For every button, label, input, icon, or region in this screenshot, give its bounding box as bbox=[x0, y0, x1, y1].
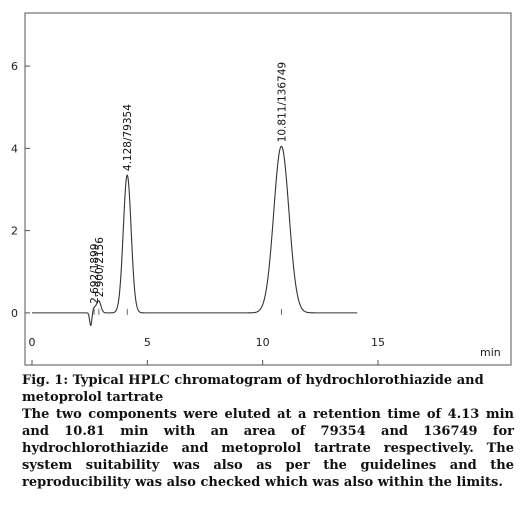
chromatogram-chart: 0 2 4 6 0 5 10 15 2.692/1899 2.900/2156 4.128/79… bbox=[11, 12, 512, 366]
y-tick-label: 0 bbox=[11, 307, 18, 320]
x-axis-unit-label: min bbox=[480, 346, 501, 359]
x-tick-label: 15 bbox=[371, 336, 385, 349]
y-tick-label: 2 bbox=[11, 225, 18, 238]
peak-label: 10.811/136749 bbox=[276, 62, 288, 142]
y-tick-label: 4 bbox=[11, 142, 18, 155]
x-tick-label: 10 bbox=[256, 336, 270, 349]
plot-frame bbox=[24, 12, 512, 366]
y-axis: 0 2 4 6 bbox=[11, 60, 30, 320]
figure-title: Fig. 1: Typical HPLC chromatogram of hyd… bbox=[22, 373, 484, 405]
peak-label: 2.900/2156 bbox=[94, 237, 106, 298]
peak-label: 4.128/79354 bbox=[122, 104, 134, 171]
x-tick-label: 5 bbox=[144, 336, 151, 349]
figure-description: The two components were eluted at a rete… bbox=[22, 407, 514, 490]
y-tick-label: 6 bbox=[11, 60, 18, 73]
figure-caption: Fig. 1: Typical HPLC chromatogram of hyd… bbox=[22, 372, 514, 491]
x-tick-label: 0 bbox=[29, 336, 36, 349]
chromatogram-line bbox=[32, 145, 358, 327]
x-axis: 0 5 10 15 bbox=[29, 336, 385, 365]
chromatogram-trace bbox=[32, 145, 358, 327]
peak-label: 2.692/1899 bbox=[89, 244, 101, 304]
